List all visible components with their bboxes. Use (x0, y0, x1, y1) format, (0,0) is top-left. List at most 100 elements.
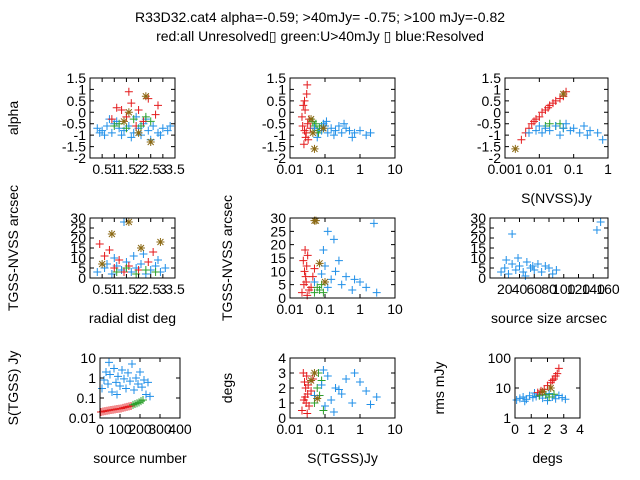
data-point-green (311, 119, 320, 128)
data-point-blue (334, 122, 343, 130)
data-point-blue (100, 131, 109, 140)
data-point-blue (124, 368, 132, 377)
y-tick-label: -0.5 (262, 116, 286, 132)
data-point-blue (321, 402, 329, 410)
data-point-blue (556, 131, 565, 140)
x-tick-label: 60 (526, 281, 542, 297)
y-tick-label: 25 (70, 220, 86, 236)
data-point-blue (93, 124, 102, 133)
data-point-blue (136, 367, 144, 376)
data-point-blue (329, 408, 338, 416)
x-tick-label: 2 (544, 421, 552, 437)
data-point-red (530, 117, 539, 126)
y-tick-label: -0.5 (477, 116, 501, 132)
data-point-blue (146, 392, 154, 401)
x-axis-label: degs (532, 450, 562, 466)
data-point-blue (126, 377, 134, 386)
x-tick-label: 0.5 (92, 161, 112, 177)
x-tick-label: 0.1 (315, 421, 335, 437)
x-tick-label: 2 (135, 281, 143, 297)
figure-title-line2: red:all Unresolved▯ green:U>40mJy ▯ blue… (156, 28, 484, 44)
data-point-green (310, 288, 319, 297)
data-point-blue (362, 387, 371, 395)
data-point-blue (98, 384, 106, 393)
data-point-red (297, 112, 306, 121)
x-tick-label: 3.5 (165, 281, 185, 297)
data-point-blue (348, 133, 357, 142)
x-tick-label: 100 (552, 281, 576, 297)
data-point-blue (323, 128, 332, 137)
x-axis-label: radial dist deg (89, 310, 176, 326)
x-tick-label: 10 (387, 301, 403, 317)
data-point-blue (504, 270, 513, 278)
data-point-blue (532, 126, 541, 135)
data-point-blue (122, 384, 130, 393)
y-tick-label: 10 (470, 250, 486, 266)
data-point-blue (127, 133, 136, 142)
data-point-olive (107, 230, 116, 238)
x-tick-label: 1 (356, 301, 364, 317)
data-point-blue (112, 378, 120, 387)
data-point-blue (331, 267, 340, 276)
data-point-blue (345, 126, 354, 135)
data-point-blue (522, 395, 531, 404)
data-point-red (303, 119, 312, 128)
data-point-blue (110, 364, 118, 373)
data-point-red (556, 94, 565, 103)
x-tick-label: 3.5 (165, 161, 185, 177)
y-tick-label: 0 (278, 290, 286, 306)
y-tick-label: -1 (274, 127, 287, 143)
data-point-blue (356, 126, 364, 135)
data-point-blue (313, 133, 322, 142)
plot-frame (89, 217, 176, 279)
data-point-blue (366, 400, 375, 409)
data-point-olive (538, 387, 547, 396)
data-point-red (551, 96, 560, 105)
y-tick-label: 0.5 (67, 93, 87, 109)
data-point-blue (138, 383, 146, 392)
data-point-olive (310, 369, 319, 377)
x-tick-label: 0.01 (276, 421, 303, 437)
data-point-red (127, 401, 135, 410)
y-tick-label: 20 (70, 230, 86, 246)
data-point-blue (310, 278, 319, 286)
data-point-blue (558, 393, 567, 402)
y-tick-label: 15 (470, 240, 486, 256)
data-point-blue (562, 119, 571, 128)
data-point-blue (100, 375, 108, 384)
y-tick-label: -1.5 (477, 139, 501, 155)
data-point-red (300, 96, 309, 105)
data-point-blue (538, 128, 547, 137)
data-point-blue (524, 128, 533, 137)
data-point-red (544, 103, 553, 112)
data-point-blue (362, 131, 371, 140)
figure-title-line1: R33D32.cat4 alpha=-0.59; >40mJy= -0.75; … (135, 9, 505, 25)
data-point-olive (124, 218, 133, 226)
data-point-red (301, 246, 310, 254)
x-tick-label: 1 (527, 421, 535, 437)
y-tick-label: 5 (78, 260, 86, 276)
data-point-red (299, 369, 308, 377)
data-point-blue (528, 393, 537, 402)
data-point-blue (598, 135, 607, 144)
data-point-olive (308, 128, 317, 137)
data-point-red (124, 87, 133, 96)
data-point-green (313, 384, 322, 392)
data-point-blue (337, 390, 346, 398)
data-point-olive (98, 260, 107, 268)
data-point-blue (596, 218, 605, 226)
data-point-red (303, 251, 312, 260)
data-point-red (310, 264, 319, 273)
data-point-olive (511, 144, 520, 153)
data-point-red (149, 248, 158, 256)
x-tick-label: 0.1 (564, 161, 584, 177)
data-point-green (133, 399, 141, 408)
y-tick-label: 30 (70, 210, 86, 226)
data-point-blue (554, 391, 563, 400)
data-point-blue (512, 395, 521, 404)
y-tick-label: 2 (278, 380, 286, 396)
data-point-red (154, 101, 162, 110)
data-point-blue (129, 252, 138, 260)
